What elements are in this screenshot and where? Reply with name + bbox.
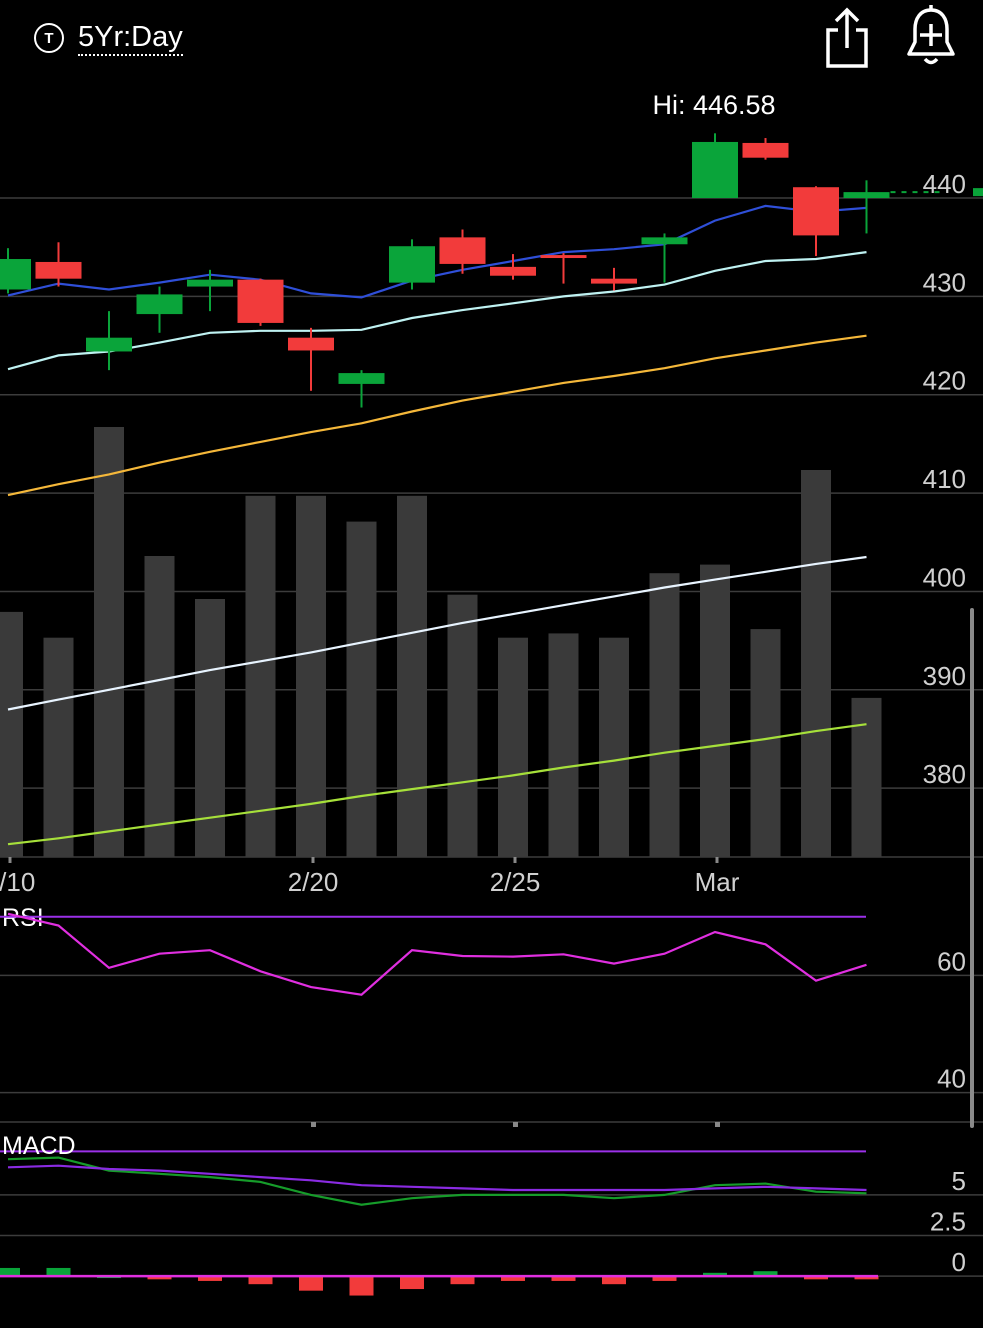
price-axis-label: 380 — [923, 759, 966, 789]
date-axis-label: 2/25 — [490, 867, 541, 897]
top-toolbar: T 5Yr:Day — [0, 0, 983, 80]
volume-bar — [498, 637, 528, 857]
macd-histogram-bar — [349, 1276, 374, 1296]
price-axis-label: 420 — [923, 366, 966, 396]
date-axis-label: 2/10 — [0, 867, 35, 897]
candle-body — [843, 192, 890, 199]
candle-body — [641, 237, 688, 245]
add-alert-bell-icon — [907, 5, 955, 65]
volume-bar — [397, 495, 427, 857]
high-price-label: Hi: 446.58 — [652, 90, 775, 120]
candle-body — [0, 259, 31, 290]
moving-average-line — [7, 723, 867, 846]
volume-bar — [296, 495, 326, 857]
period-circle-icon: T — [34, 23, 64, 53]
candle-body — [793, 187, 839, 236]
macd-line — [7, 1164, 867, 1192]
macd-histogram-bar — [198, 1276, 222, 1281]
price-axis-label: 430 — [923, 267, 966, 297]
rsi-line — [7, 912, 867, 996]
candle-body — [136, 294, 183, 315]
share-icon — [826, 7, 868, 68]
candle-body — [490, 266, 536, 276]
macd-histogram-bar — [501, 1276, 525, 1281]
candle-body — [237, 279, 284, 323]
period-label: 5Yr:Day — [78, 20, 183, 56]
date-axis-label: Mar — [695, 867, 740, 897]
macd-histogram-bar — [248, 1276, 273, 1285]
volume-bar — [346, 521, 377, 857]
volume-bar — [0, 611, 23, 857]
candle-body — [86, 337, 132, 352]
candle-body — [187, 279, 233, 287]
macd-histogram-bar — [299, 1276, 323, 1291]
volume-bar — [548, 633, 579, 857]
volume-bar — [599, 637, 629, 857]
volume-bar — [700, 564, 730, 857]
candle-body — [35, 261, 82, 279]
volume-bar — [750, 629, 781, 857]
macd-histogram-bar — [753, 1271, 778, 1277]
share-button[interactable] — [820, 4, 876, 70]
moving-average-line — [7, 204, 867, 299]
macd-line — [7, 1156, 867, 1206]
macd-histogram-bar — [602, 1276, 626, 1285]
volume-bar — [144, 556, 175, 857]
volume-bar — [195, 599, 225, 857]
macd-histogram-bar — [652, 1276, 677, 1281]
moving-average-line — [7, 555, 867, 711]
volume-bar — [851, 697, 882, 857]
volume-bar — [245, 495, 276, 857]
price-axis-label: 390 — [923, 661, 966, 691]
price-axis-label: 410 — [923, 464, 966, 494]
macd-title: MACD — [2, 1132, 76, 1160]
macd-histogram-bar — [854, 1276, 879, 1280]
candle-body — [389, 246, 435, 283]
volume-bar — [801, 470, 831, 857]
candle-body — [540, 255, 587, 259]
rsi-date-tick — [513, 1122, 518, 1127]
candle-body — [338, 373, 385, 384]
volume-bar — [43, 637, 74, 857]
rsi-axis-label: 40 — [937, 1064, 966, 1094]
macd-histogram-bar — [703, 1272, 727, 1277]
macd-histogram-bar — [551, 1276, 576, 1281]
volume-bar — [94, 427, 124, 857]
volume-bar — [649, 573, 680, 857]
macd-axis-label: 2.5 — [930, 1206, 966, 1236]
candle-body — [439, 237, 486, 264]
volume-bar — [447, 594, 478, 857]
last-price-marker — [973, 188, 983, 197]
macd-histogram-bar — [147, 1276, 172, 1280]
candle-body — [591, 278, 637, 284]
macd-histogram-bar — [450, 1276, 475, 1285]
rsi-axis-label: 60 — [937, 946, 966, 976]
moving-average-line — [7, 334, 867, 497]
rsi-date-tick — [715, 1122, 720, 1127]
macd-histogram-bar — [0, 1267, 20, 1277]
macd-histogram-bar — [46, 1267, 71, 1277]
macd-axis-label: 5 — [952, 1166, 966, 1196]
rsi-date-tick — [311, 1122, 316, 1127]
macd-histogram-bar — [804, 1276, 828, 1280]
candle-body — [288, 337, 334, 351]
period-selector-button[interactable]: T 5Yr:Day — [34, 16, 183, 60]
candle-body — [742, 142, 789, 158]
price-axis-label: 400 — [923, 562, 966, 592]
macd-histogram-bar — [400, 1276, 424, 1290]
macd-axis-label: 0 — [952, 1247, 966, 1277]
scroll-indicator[interactable] — [970, 608, 974, 1128]
candle-body — [692, 141, 738, 199]
price-axis-label: 440 — [923, 169, 966, 199]
add-alert-button[interactable] — [900, 2, 962, 70]
date-axis-label: 2/20 — [288, 867, 339, 897]
moving-average-line — [7, 251, 867, 371]
